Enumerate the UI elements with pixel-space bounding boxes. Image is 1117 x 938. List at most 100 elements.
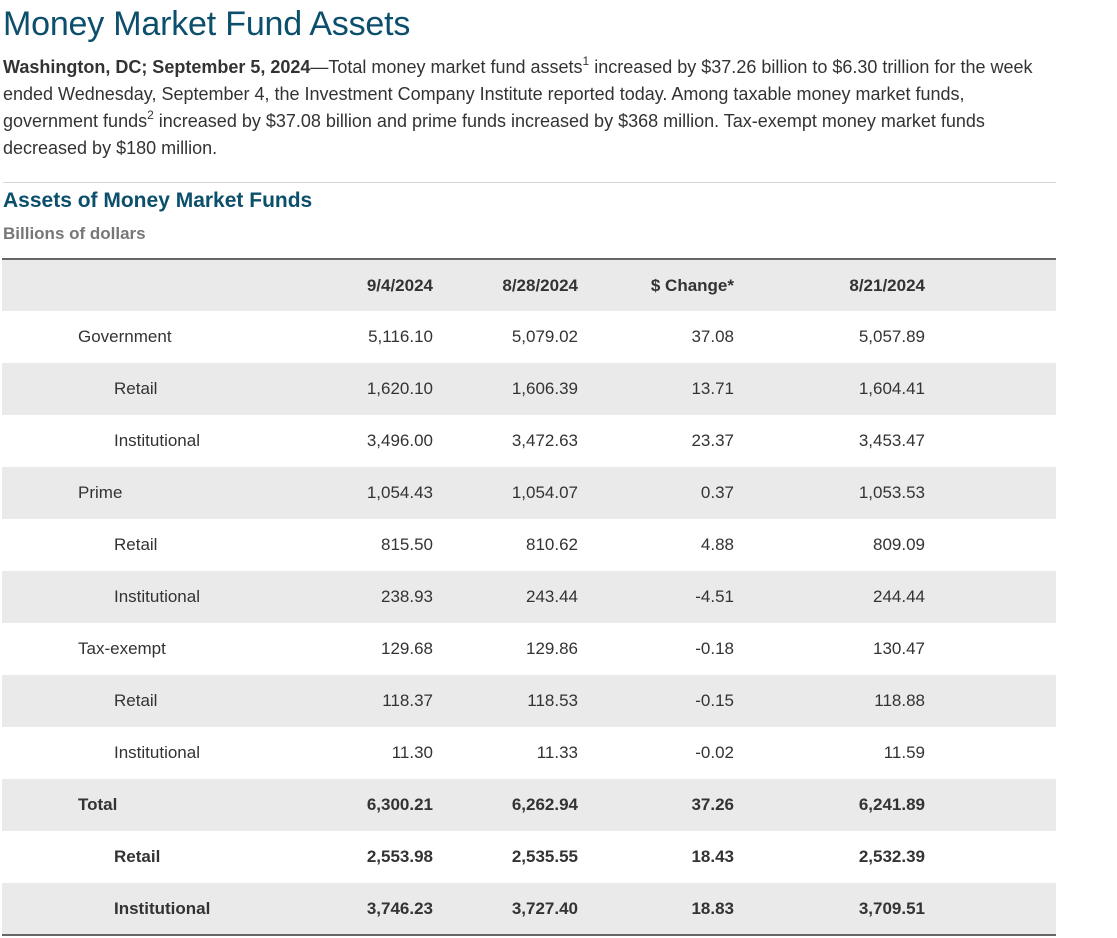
table-header-row: 9/4/2024 8/28/2024 $ Change* 8/21/2024 [2, 259, 1056, 311]
column-header-9-4-2024: 9/4/2024 [302, 259, 433, 311]
table-row: Government 5,116.10 5,079.02 37.08 5,057… [2, 311, 1056, 363]
page-title: Money Market Fund Assets [3, 5, 411, 43]
intro-dateline: Washington, DC; September 5, 2024 [3, 57, 311, 77]
table-row: Retail 2,553.98 2,535.55 18.43 2,532.39 [2, 831, 1056, 883]
cell-value: 2,532.39 [734, 831, 925, 883]
cell-value: 18.43 [578, 831, 734, 883]
cell-value: 1,053.53 [734, 467, 925, 519]
table-row: Institutional 3,746.23 3,727.40 18.83 3,… [2, 883, 1056, 935]
cell-value: 129.86 [433, 623, 578, 675]
cell-value: 13.71 [578, 363, 734, 415]
row-label-tax-exempt-institutional: Institutional [2, 727, 302, 779]
table-row: Retail 118.37 118.53 -0.15 118.88 [2, 675, 1056, 727]
row-label-total-institutional: Institutional [2, 883, 302, 935]
cell-spacer [925, 311, 1056, 363]
table-row: Retail 1,620.10 1,606.39 13.71 1,604.41 [2, 363, 1056, 415]
cell-value: 1,054.07 [433, 467, 578, 519]
column-header-change: $ Change* [578, 259, 734, 311]
cell-value: 3,746.23 [302, 883, 433, 935]
cell-spacer [925, 779, 1056, 831]
table-row: Prime 1,054.43 1,054.07 0.37 1,053.53 [2, 467, 1056, 519]
section-divider [3, 182, 1056, 183]
cell-value: 810.62 [433, 519, 578, 571]
column-header-spacer [925, 259, 1056, 311]
cell-spacer [925, 883, 1056, 935]
cell-spacer [925, 519, 1056, 571]
row-label-total: Total [2, 779, 302, 831]
cell-spacer [925, 831, 1056, 883]
cell-spacer [925, 363, 1056, 415]
table-title: Assets of Money Market Funds [3, 189, 313, 212]
cell-value: 2,535.55 [433, 831, 578, 883]
cell-value: 11.59 [734, 727, 925, 779]
cell-value: 6,300.21 [302, 779, 433, 831]
cell-value: 3,472.63 [433, 415, 578, 467]
cell-spacer [925, 415, 1056, 467]
intro-paragraph: Washington, DC; September 5, 2024—Total … [3, 54, 1053, 162]
cell-value: 129.68 [302, 623, 433, 675]
row-label-tax-exempt-retail: Retail [2, 675, 302, 727]
row-label-total-retail: Retail [2, 831, 302, 883]
intro-text-part1: —Total money market fund assets [310, 57, 583, 77]
cell-value: 1,620.10 [302, 363, 433, 415]
cell-value: -4.51 [578, 571, 734, 623]
intro-text-part2: increased by $37.26 billion to $6.30 tri… [3, 57, 1033, 131]
row-label-tax-exempt: Tax-exempt [2, 623, 302, 675]
cell-spacer [925, 623, 1056, 675]
cell-value: 5,116.10 [302, 311, 433, 363]
row-label-government: Government [2, 311, 302, 363]
column-header-label [2, 259, 302, 311]
cell-value: 238.93 [302, 571, 433, 623]
footnote-ref-1[interactable]: 1 [582, 54, 590, 68]
cell-spacer [925, 467, 1056, 519]
cell-value: 3,453.47 [734, 415, 925, 467]
table-row: Total 6,300.21 6,262.94 37.26 6,241.89 [2, 779, 1056, 831]
cell-spacer [925, 675, 1056, 727]
row-label-prime-institutional: Institutional [2, 571, 302, 623]
cell-value: 1,606.39 [433, 363, 578, 415]
table-row: Institutional 11.30 11.33 -0.02 11.59 [2, 727, 1056, 779]
cell-value: 11.30 [302, 727, 433, 779]
cell-value: 1,604.41 [734, 363, 925, 415]
cell-value: 6,241.89 [734, 779, 925, 831]
cell-value: 118.37 [302, 675, 433, 727]
column-header-8-28-2024: 8/28/2024 [433, 259, 578, 311]
cell-value: 6,262.94 [433, 779, 578, 831]
cell-value: 3,709.51 [734, 883, 925, 935]
cell-value: -0.02 [578, 727, 734, 779]
cell-spacer [925, 571, 1056, 623]
intro-text-part3: increased by $37.08 billion and prime fu… [3, 111, 985, 158]
cell-value: 1,054.43 [302, 467, 433, 519]
footnote-ref-2[interactable]: 2 [147, 108, 154, 122]
cell-value: 2,553.98 [302, 831, 433, 883]
table-row: Retail 815.50 810.62 4.88 809.09 [2, 519, 1056, 571]
assets-table: 9/4/2024 8/28/2024 $ Change* 8/21/2024 G… [2, 258, 1056, 936]
cell-value: 809.09 [734, 519, 925, 571]
cell-spacer [925, 727, 1056, 779]
cell-value: 118.53 [433, 675, 578, 727]
row-label-prime: Prime [2, 467, 302, 519]
cell-value: 815.50 [302, 519, 433, 571]
cell-value: 243.44 [433, 571, 578, 623]
cell-value: 130.47 [734, 623, 925, 675]
cell-value: 37.08 [578, 311, 734, 363]
cell-value: 23.37 [578, 415, 734, 467]
cell-value: -0.18 [578, 623, 734, 675]
cell-value: -0.15 [578, 675, 734, 727]
cell-value: 0.37 [578, 467, 734, 519]
cell-value: 3,727.40 [433, 883, 578, 935]
cell-value: 5,079.02 [433, 311, 578, 363]
table-units: Billions of dollars [3, 224, 146, 243]
cell-value: 244.44 [734, 571, 925, 623]
cell-value: 18.83 [578, 883, 734, 935]
row-label-government-retail: Retail [2, 363, 302, 415]
cell-value: 11.33 [433, 727, 578, 779]
cell-value: 37.26 [578, 779, 734, 831]
row-label-prime-retail: Retail [2, 519, 302, 571]
table-row: Institutional 238.93 243.44 -4.51 244.44 [2, 571, 1056, 623]
cell-value: 118.88 [734, 675, 925, 727]
cell-value: 4.88 [578, 519, 734, 571]
column-header-8-21-2024: 8/21/2024 [734, 259, 925, 311]
row-label-government-institutional: Institutional [2, 415, 302, 467]
